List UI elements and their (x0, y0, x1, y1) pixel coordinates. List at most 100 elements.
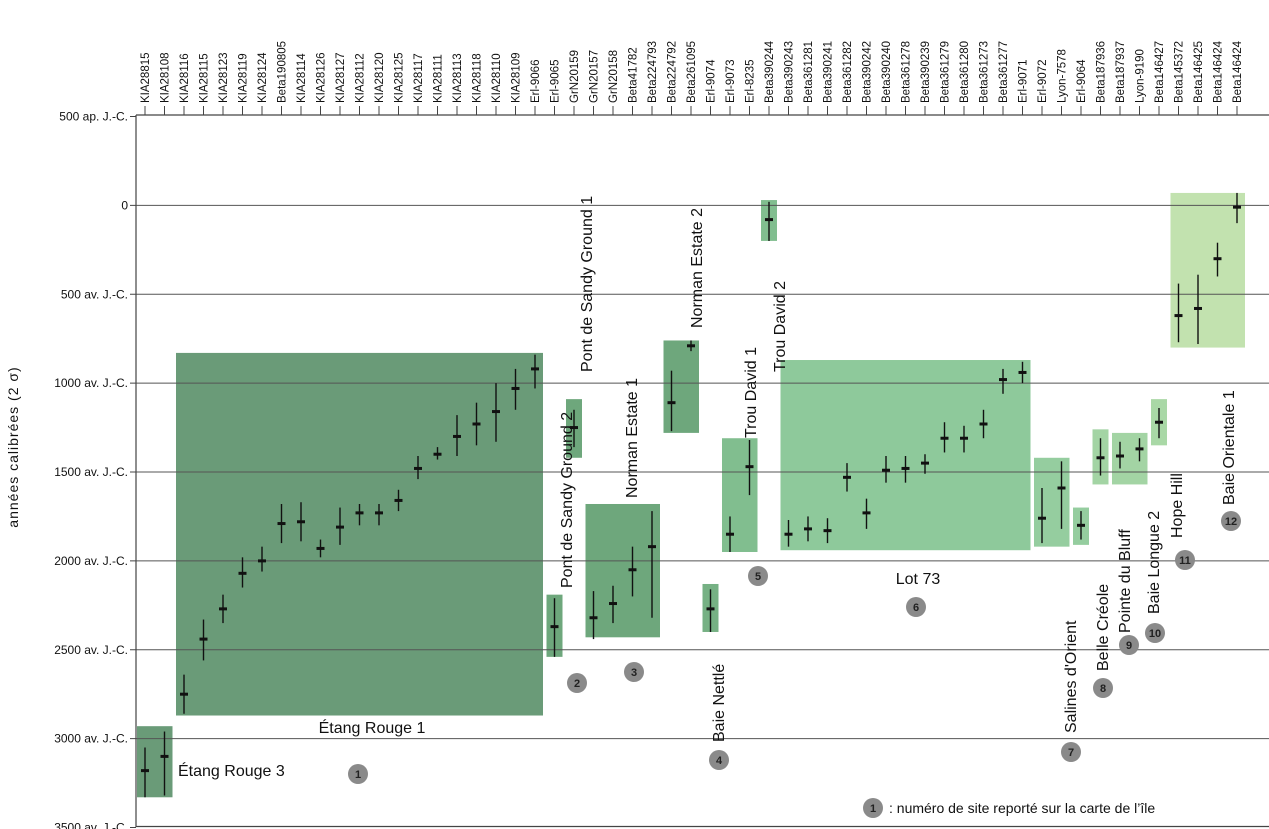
badge-circle (1093, 678, 1113, 698)
site-label: Trou David 2 (772, 281, 789, 372)
sample-label: Beta146424 (1232, 40, 1244, 103)
site-box (1112, 432, 1148, 485)
site-label: Trou David 1 (743, 347, 760, 438)
sample-label: Erl-9065 (550, 60, 562, 103)
sample-label: KIA28109 (511, 52, 523, 103)
badge-number: 8 (1100, 683, 1106, 695)
site-label: Pont de Sandy Ground 1 (579, 196, 596, 372)
sample-label: KIA28111 (433, 54, 445, 103)
site-label: Baie Orientale 1 (1221, 390, 1238, 505)
badge-number: 7 (1068, 747, 1074, 759)
site-box (1170, 192, 1245, 348)
sample-label: KIA28114 (296, 53, 308, 103)
badge-circle (1061, 742, 1081, 762)
site-number-badge: 9 (1119, 635, 1139, 655)
site-label: Norman Estate 2 (689, 208, 706, 328)
badge-number: 9 (1126, 640, 1132, 652)
site-number-badge: 7 (1061, 742, 1081, 762)
sample-label: KIA28125 (394, 52, 406, 103)
sample-label: Lyon-9190 (1135, 49, 1147, 103)
site-label: Étang Rouge 1 (319, 718, 426, 737)
sample-label: Beta361273 (979, 41, 991, 103)
site-number-badge: 3 (624, 662, 644, 682)
sample-label: KIA28116 (179, 53, 191, 103)
sample-label: Beta390243 (784, 41, 796, 103)
sample-label: KIA28120 (374, 52, 386, 103)
y-tick-label: 1500 av. J.-C. (54, 465, 128, 479)
sample-label: GrN20158 (608, 50, 620, 103)
sample-label: Beta361279 (940, 41, 952, 103)
y-tick-label: 500 av. J.-C. (61, 287, 128, 301)
site-box (585, 503, 660, 638)
sample-label: Beta390241 (823, 41, 835, 103)
sample-label: Beta145372 (1174, 41, 1186, 103)
sample-label: Erl-9073 (725, 60, 737, 103)
sample-label: Beta390242 (862, 41, 874, 103)
site-box (663, 340, 699, 433)
sample-label: Erl-9064 (1076, 59, 1088, 103)
site-label: Lot 73 (896, 571, 941, 588)
sample-label: Erl-8235 (745, 60, 757, 103)
sample-label: KIA28126 (316, 52, 328, 103)
sample-label: Beta146425 (1193, 41, 1205, 103)
sample-label: KIA28118 (472, 53, 484, 103)
sample-label: Erl-9074 (706, 59, 718, 103)
sample-label: Beta224793 (647, 41, 659, 103)
sample-label: Beta361281 (803, 41, 815, 103)
y-tick-label: 1000 av. J.-C. (54, 376, 128, 390)
sample-label: KIA28119 (238, 53, 250, 103)
sample-label: Beta361282 (842, 41, 854, 103)
site-box (780, 360, 1031, 551)
sample-label: Beta390240 (881, 41, 893, 103)
site-boxes (137, 192, 1245, 798)
site-number-badge: 1 (348, 764, 368, 784)
sample-label: KIA28113 (452, 53, 464, 103)
badge-number: 6 (913, 602, 919, 614)
sample-label: KIA28815 (140, 52, 152, 103)
site-labels: Étang Rouge 3 Étang Rouge 1 Pont de Sandy … (178, 196, 1238, 780)
sample-label: Beta187936 (1096, 41, 1108, 103)
site-number-badge: 5 (748, 566, 768, 586)
sample-label: Beta361277 (998, 41, 1010, 103)
badge-circle (624, 662, 644, 682)
sample-label: Beta41782 (628, 47, 640, 103)
badge-number: 1 (355, 769, 361, 781)
sample-label: KIA28127 (335, 52, 347, 103)
site-box (1034, 457, 1070, 547)
site-label: Hope Hill (1169, 473, 1186, 538)
sample-label: GrN20159 (569, 50, 581, 103)
site-label: Pont de Sandy Ground 2 (559, 412, 576, 588)
sample-label: Beta146424 (1213, 40, 1225, 103)
sample-label: KIA28110 (491, 53, 503, 103)
y-tick-label: 2500 av. J.-C. (54, 643, 128, 657)
site-label: Étang Rouge 3 (178, 761, 285, 780)
site-number-badge: 10 (1145, 623, 1165, 643)
sample-label: Beta146427 (1154, 41, 1166, 103)
badge-circle (348, 764, 368, 784)
site-number-badge: 4 (709, 750, 729, 770)
sample-label: GrN20157 (589, 50, 601, 103)
badge-number: 4 (716, 755, 723, 767)
site-label: Salines d'Orient (1063, 620, 1080, 733)
grid (136, 204, 1269, 740)
sample-label: KIA28123 (218, 52, 230, 103)
legend: 1: numéro de site reporté sur la carte d… (863, 798, 1155, 818)
legend-badge-circle (863, 798, 883, 818)
badge-number: 2 (574, 678, 580, 690)
sample-label: KIA28115 (199, 53, 211, 103)
sample-label: Beta361278 (901, 41, 913, 103)
sample-label: KIA28112 (355, 53, 367, 103)
y-tick-label: 2000 av. J.-C. (54, 554, 128, 568)
y-tick-label: 3000 av. J.-C. (54, 732, 128, 746)
badge-circle (748, 566, 768, 586)
badge-number: 10 (1149, 628, 1161, 640)
sample-label: KIA28124 (257, 52, 269, 103)
badge-circle (1175, 550, 1195, 570)
sample-label: Beta361280 (959, 41, 971, 103)
site-label: Baie Longue 2 (1146, 511, 1163, 614)
sample-label: Beta261095 (686, 41, 698, 103)
site-number-badge: 6 (906, 597, 926, 617)
badge-circle (1221, 511, 1241, 531)
